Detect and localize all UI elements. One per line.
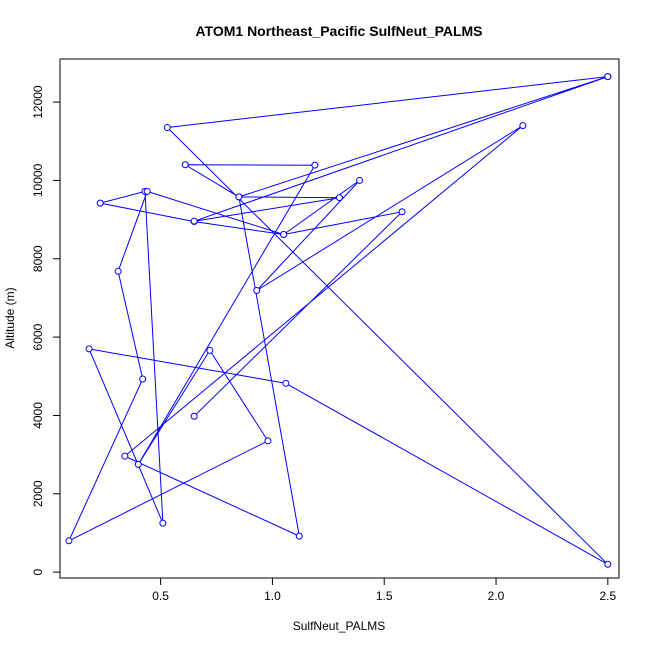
x-tick-label: 2.0 xyxy=(488,589,505,603)
data-point xyxy=(311,161,319,169)
data-point xyxy=(282,379,290,387)
series-layer xyxy=(65,73,612,568)
data-point xyxy=(280,230,288,238)
data-point xyxy=(85,345,93,353)
data-point xyxy=(356,176,364,184)
y-tick-label: 6000 xyxy=(31,323,45,350)
data-point xyxy=(604,73,612,81)
data-point xyxy=(121,452,129,460)
x-tick-label: 1.5 xyxy=(376,589,393,603)
data-point xyxy=(295,532,303,540)
data-point xyxy=(65,537,73,545)
data-point xyxy=(159,519,167,527)
y-axis: 0 2000 4000 6000 8000 10000 12000 xyxy=(31,85,61,575)
y-tick-label: 10000 xyxy=(31,163,45,197)
series-line xyxy=(67,76,609,565)
data-point xyxy=(604,560,612,568)
data-point xyxy=(114,267,122,275)
x-tick-label: 2.5 xyxy=(599,589,616,603)
data-point xyxy=(264,437,272,445)
data-point xyxy=(181,161,189,169)
y-tick-label: 8000 xyxy=(31,245,45,272)
plot-area-frame xyxy=(59,58,620,579)
data-point xyxy=(163,124,171,132)
data-point xyxy=(96,199,104,207)
data-point xyxy=(253,286,261,294)
data-point xyxy=(206,346,214,354)
data-point xyxy=(398,208,406,216)
y-tick-label: 2000 xyxy=(31,480,45,507)
y-tick-label: 12000 xyxy=(31,85,45,119)
y-tick-label: 0 xyxy=(31,568,45,575)
y-tick-label: 4000 xyxy=(31,402,45,429)
x-tick-label: 1.0 xyxy=(264,589,281,603)
x-tick-label: 0.5 xyxy=(152,589,169,603)
x-axis: 0.5 1.0 1.5 2.0 2.5 xyxy=(152,577,616,603)
data-point xyxy=(139,375,147,383)
chart-title: ATOM1 Northeast_Pacific SulfNeut_PALMS xyxy=(195,23,482,39)
x-axis-label: SulfNeut_PALMS xyxy=(293,619,386,633)
data-point xyxy=(235,193,243,201)
y-axis-label: Altitude (m) xyxy=(3,287,17,348)
data-point xyxy=(143,187,151,195)
data-point xyxy=(519,122,527,130)
data-point xyxy=(190,217,198,225)
data-point xyxy=(190,412,198,420)
data-point xyxy=(134,460,142,468)
data-point xyxy=(336,194,343,202)
